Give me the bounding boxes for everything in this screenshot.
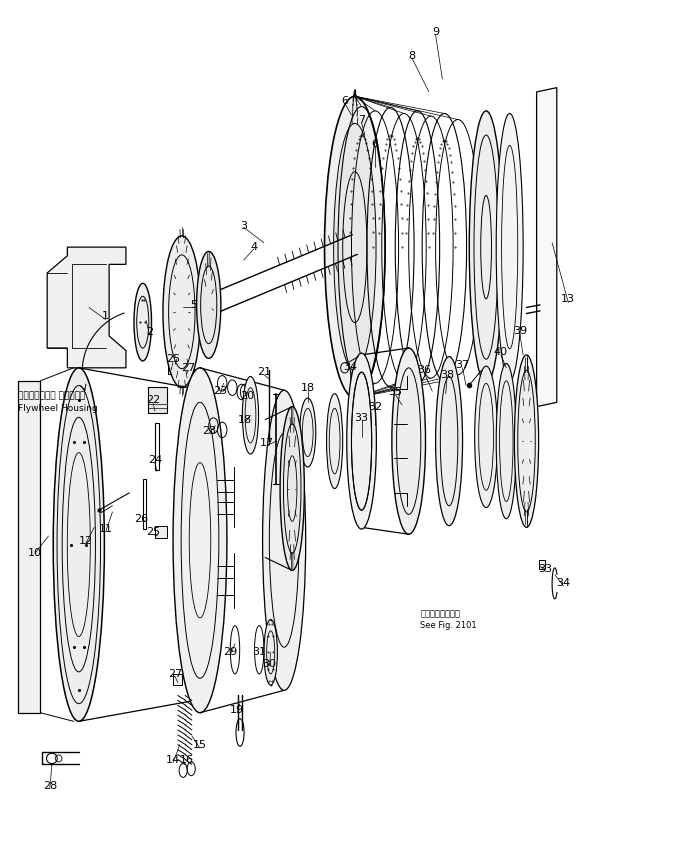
Text: 23: 23 — [213, 386, 227, 396]
Bar — [155, 423, 159, 471]
Text: 3: 3 — [240, 221, 247, 231]
Ellipse shape — [334, 124, 376, 371]
Text: 24: 24 — [148, 455, 162, 465]
Text: 26: 26 — [135, 514, 149, 523]
Text: 6: 6 — [372, 138, 379, 149]
Ellipse shape — [264, 619, 277, 685]
Text: 35: 35 — [388, 387, 402, 397]
Ellipse shape — [341, 362, 349, 373]
Text: 25: 25 — [166, 354, 180, 364]
Text: 34: 34 — [343, 362, 357, 372]
Text: 18: 18 — [238, 414, 252, 425]
Text: 11: 11 — [99, 524, 113, 534]
Text: 17: 17 — [260, 438, 274, 448]
Text: 37: 37 — [456, 360, 470, 370]
Text: 23: 23 — [201, 426, 216, 436]
Text: 第２１０１図参照: 第２１０１図参照 — [420, 609, 460, 618]
Bar — [148, 387, 167, 413]
Ellipse shape — [163, 236, 201, 388]
Text: 22: 22 — [146, 394, 160, 405]
Text: 25: 25 — [146, 527, 160, 536]
Ellipse shape — [243, 376, 258, 454]
Text: Flywheel Housing: Flywheel Housing — [18, 404, 98, 413]
Ellipse shape — [173, 368, 227, 713]
Text: 15: 15 — [193, 740, 207, 751]
Ellipse shape — [347, 353, 377, 529]
Text: 6: 6 — [341, 95, 348, 106]
Text: 29: 29 — [223, 647, 237, 657]
Text: 36: 36 — [417, 365, 431, 375]
Ellipse shape — [392, 348, 425, 535]
Text: 40: 40 — [494, 348, 508, 357]
Ellipse shape — [53, 368, 104, 721]
Bar — [185, 363, 194, 375]
Text: 27: 27 — [168, 669, 183, 679]
Bar — [143, 479, 146, 529]
Text: 19: 19 — [230, 705, 244, 715]
Text: フライホイール ハウジング: フライホイール ハウジング — [18, 392, 86, 400]
Text: 39: 39 — [512, 326, 527, 336]
Text: 32: 32 — [368, 401, 382, 412]
Ellipse shape — [327, 394, 343, 489]
Text: 9: 9 — [432, 28, 439, 37]
Text: 30: 30 — [262, 658, 276, 669]
Text: 27: 27 — [181, 362, 195, 373]
Text: 28: 28 — [43, 781, 57, 791]
Ellipse shape — [475, 366, 498, 508]
Text: 4: 4 — [250, 242, 258, 252]
Text: 18: 18 — [301, 382, 315, 393]
Text: See Fig. 2101: See Fig. 2101 — [420, 621, 477, 630]
Text: 8: 8 — [408, 51, 416, 61]
Text: 10: 10 — [28, 548, 42, 558]
Bar — [173, 674, 183, 685]
Text: 14: 14 — [166, 755, 180, 766]
Ellipse shape — [469, 111, 503, 383]
Ellipse shape — [197, 252, 221, 358]
Ellipse shape — [134, 284, 151, 361]
Text: 33: 33 — [355, 413, 368, 423]
Ellipse shape — [280, 407, 304, 570]
Text: 20: 20 — [240, 391, 254, 401]
Text: 21: 21 — [257, 367, 271, 377]
Ellipse shape — [496, 363, 516, 519]
Ellipse shape — [435, 356, 462, 526]
Polygon shape — [47, 247, 126, 368]
Ellipse shape — [496, 113, 523, 381]
Ellipse shape — [514, 355, 539, 528]
Bar — [539, 561, 546, 568]
Text: 16: 16 — [180, 755, 193, 766]
Bar — [155, 526, 167, 538]
Bar — [168, 361, 180, 374]
Bar — [336, 356, 343, 365]
Ellipse shape — [262, 390, 306, 690]
Text: 31: 31 — [252, 647, 266, 657]
Polygon shape — [18, 381, 41, 713]
Text: 34: 34 — [556, 579, 571, 588]
Text: 7: 7 — [358, 115, 365, 125]
Ellipse shape — [324, 96, 385, 398]
Text: 33: 33 — [538, 564, 552, 573]
Text: 13: 13 — [561, 294, 575, 304]
Text: 2: 2 — [146, 327, 153, 336]
Polygon shape — [537, 87, 557, 407]
Text: 1: 1 — [102, 311, 110, 321]
Text: 12: 12 — [78, 536, 93, 546]
Text: 38: 38 — [440, 369, 454, 380]
Text: 5: 5 — [190, 300, 197, 310]
Ellipse shape — [299, 398, 316, 467]
